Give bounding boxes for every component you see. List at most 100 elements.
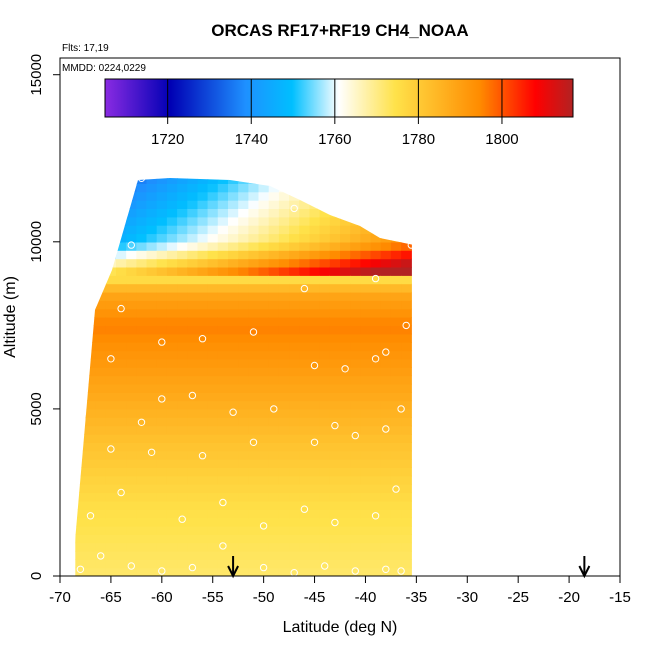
field-cell: [136, 367, 148, 377]
sample-point: [158, 338, 166, 346]
field-cell: [146, 434, 158, 443]
field-cell: [75, 550, 87, 560]
field-cell: [360, 266, 372, 276]
field-cell: [340, 258, 351, 268]
y-tick-label: 15000: [28, 54, 45, 96]
field-cell: [156, 534, 168, 544]
field-cell: [147, 167, 158, 176]
sample-point: [331, 518, 339, 527]
field-cell: [401, 283, 412, 293]
field-cell: [360, 567, 372, 576]
field-cell: [156, 216, 168, 226]
field-cell: [146, 241, 158, 251]
field-cell: [105, 216, 117, 226]
field-cell: [248, 383, 260, 393]
field-cell: [370, 183, 382, 193]
field-cell: [299, 375, 311, 385]
field-cell: [258, 567, 270, 576]
field-cell: [340, 241, 351, 251]
field-cell: [268, 425, 280, 435]
field-cell: [217, 325, 229, 335]
field-cell: [177, 400, 188, 410]
field-cell: [95, 250, 107, 260]
sample-point: [147, 448, 156, 456]
field-cell: [187, 225, 199, 235]
field-cell: [340, 167, 351, 176]
field-cell: [166, 250, 178, 260]
field-cell: [380, 283, 392, 293]
field-cell: [340, 266, 351, 276]
field-cell: [401, 225, 412, 235]
field-cell: [197, 459, 209, 468]
field-cell: [126, 534, 137, 544]
field-cell: [187, 178, 199, 184]
field-cell: [309, 500, 321, 510]
field-cell: [116, 500, 127, 510]
field-cell: [319, 283, 331, 293]
field-cell: [187, 425, 199, 435]
field-cell: [370, 208, 382, 218]
field-cell: [156, 258, 168, 268]
field-cell: [268, 178, 280, 184]
field-cell: [329, 358, 341, 368]
field-cell: [75, 183, 87, 193]
field-cell: [289, 183, 300, 193]
field-cell: [401, 517, 412, 527]
field-cell: [268, 342, 280, 352]
field-cell: [217, 216, 229, 226]
field-cell: [238, 559, 249, 569]
field-cell: [309, 208, 321, 218]
field-cell: [217, 241, 229, 251]
latitude-arrow: [578, 556, 591, 579]
sample-point: [178, 515, 186, 523]
field-cell: [258, 283, 270, 293]
field-cell: [116, 534, 127, 544]
field-cell: [126, 333, 137, 343]
field-cell: [228, 350, 239, 360]
field-cell: [268, 484, 280, 494]
field-cell: [136, 317, 148, 326]
field-cell: [370, 291, 382, 301]
field-cell: [116, 400, 127, 410]
field-cell: [299, 484, 311, 494]
field-cell: [75, 250, 87, 260]
sample-point: [107, 445, 115, 453]
field-cell: [268, 459, 280, 468]
colorbar-ticks: 1720 1740 1760 1780 1800: [151, 79, 519, 148]
field-cell: [187, 534, 199, 544]
field-cell: [268, 417, 280, 427]
field-cell: [187, 300, 199, 310]
field-cell: [156, 484, 168, 494]
field-cell: [95, 425, 107, 435]
field-cell: [187, 492, 199, 502]
field-cell: [370, 350, 382, 360]
field-cell: [238, 275, 249, 285]
sample-point: [137, 174, 146, 183]
field-cell: [146, 442, 158, 452]
field-cell: [177, 459, 188, 468]
field-cell: [248, 542, 260, 552]
field-cell: [380, 325, 392, 335]
field-cell: [75, 367, 87, 377]
field-cell: [187, 266, 199, 276]
field-cell: [207, 291, 219, 301]
field-cell: [177, 216, 188, 226]
field-cell: [248, 275, 260, 285]
field-cell: [258, 408, 270, 418]
field-cell: [75, 517, 87, 527]
field-cell: [166, 367, 178, 377]
field-cell: [228, 208, 239, 218]
field-cell: [228, 367, 239, 377]
field-cell: [238, 375, 249, 385]
field-cell: [370, 450, 382, 460]
field-cell: [248, 350, 260, 360]
field-cell: [289, 475, 300, 485]
field-cell: [217, 208, 229, 218]
field-cell: [166, 492, 178, 502]
field-cell: [85, 509, 97, 519]
field-cell: [258, 375, 270, 385]
field-cell: [228, 200, 239, 209]
field-cell: [136, 525, 148, 535]
field-cell: [105, 178, 117, 184]
field-cell: [278, 517, 290, 527]
